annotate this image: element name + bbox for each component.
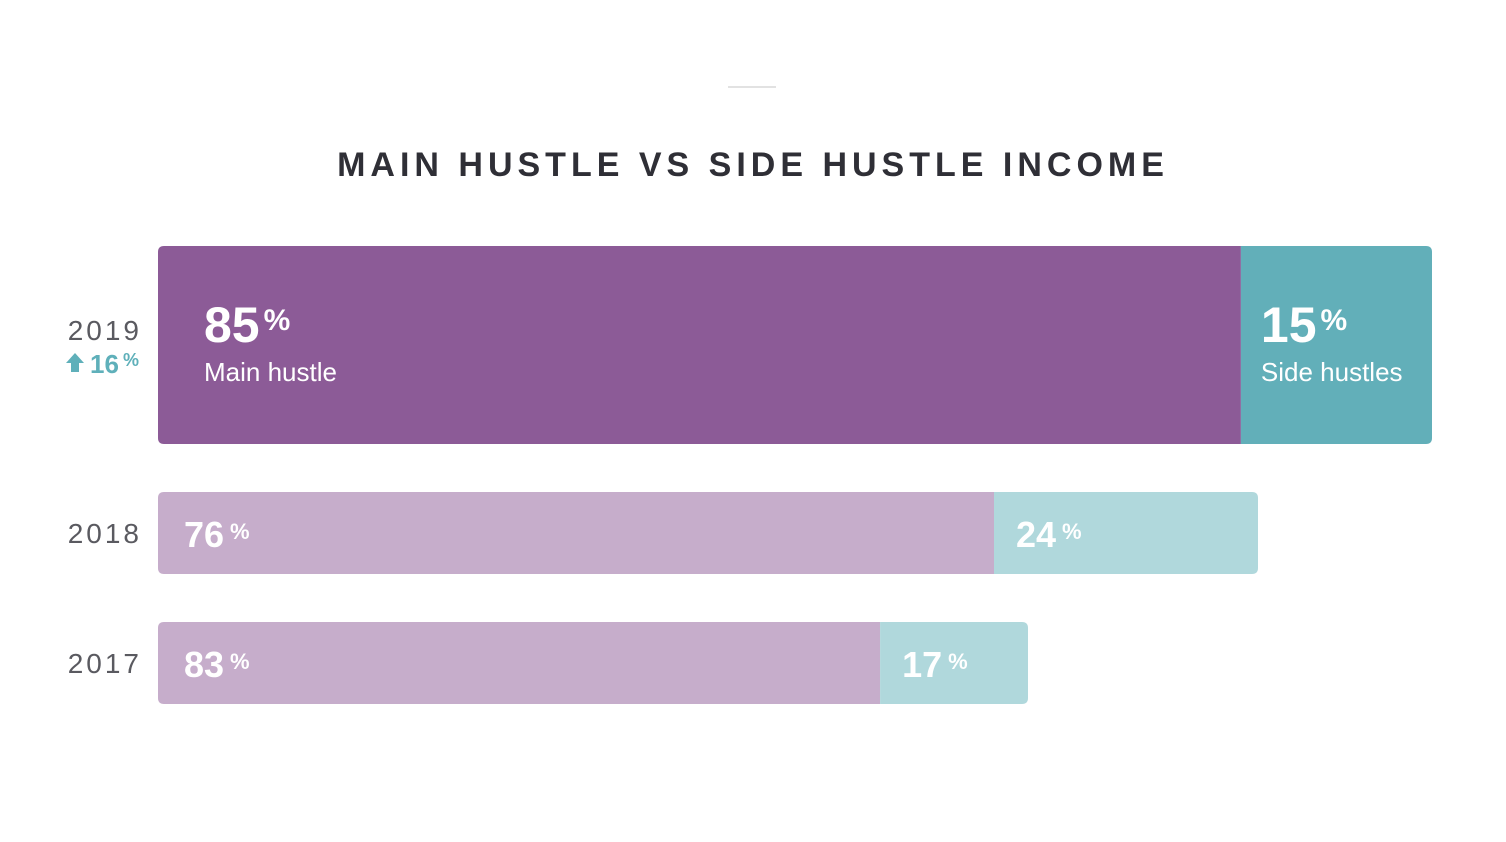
bar-segment-main-hustle-2019	[158, 246, 1241, 444]
top-divider	[728, 86, 776, 88]
value-label-side-hustles-2019: 15	[1261, 297, 1317, 353]
value-label-side-hustles-2018: 24	[1016, 514, 1056, 555]
bar-segment-side-hustles-2019	[1240, 246, 1432, 444]
value-label-main-hustle-2019: 85	[204, 297, 260, 353]
unit-label-side-hustles-2018: %	[1062, 519, 1082, 544]
year-label-2017: 2017	[68, 648, 142, 679]
value-label-side-hustles-2017: 17	[902, 644, 942, 685]
unit-label-side-hustles-2019: %	[1321, 304, 1348, 337]
bar-segment-main-hustle-2018	[158, 492, 994, 574]
bar-segment-side-hustles-2018	[994, 492, 1258, 574]
value-label-main-hustle-2018: 76	[184, 514, 224, 555]
unit-label-main-hustle-2019: %	[264, 304, 291, 337]
year-label-2019: 2019	[68, 315, 142, 346]
series-label-main-hustle: Main hustle	[204, 357, 337, 387]
unit-label-side-hustles-2017: %	[948, 649, 968, 674]
chart-title: MAIN HUSTLE VS SIDE HUSTLE INCOME	[337, 146, 1169, 184]
change-value-2019: 16	[90, 349, 119, 379]
year-label-2018: 2018	[68, 518, 142, 549]
unit-label-main-hustle-2018: %	[230, 519, 250, 544]
value-label-main-hustle-2017: 83	[184, 644, 224, 685]
arrow-up-icon	[66, 353, 84, 372]
change-unit-2019: %	[123, 350, 139, 370]
series-label-side-hustles: Side hustles	[1261, 357, 1403, 387]
unit-label-main-hustle-2017: %	[230, 649, 250, 674]
bar-segment-main-hustle-2017	[158, 622, 881, 704]
bar-segment-side-hustles-2017	[880, 622, 1028, 704]
